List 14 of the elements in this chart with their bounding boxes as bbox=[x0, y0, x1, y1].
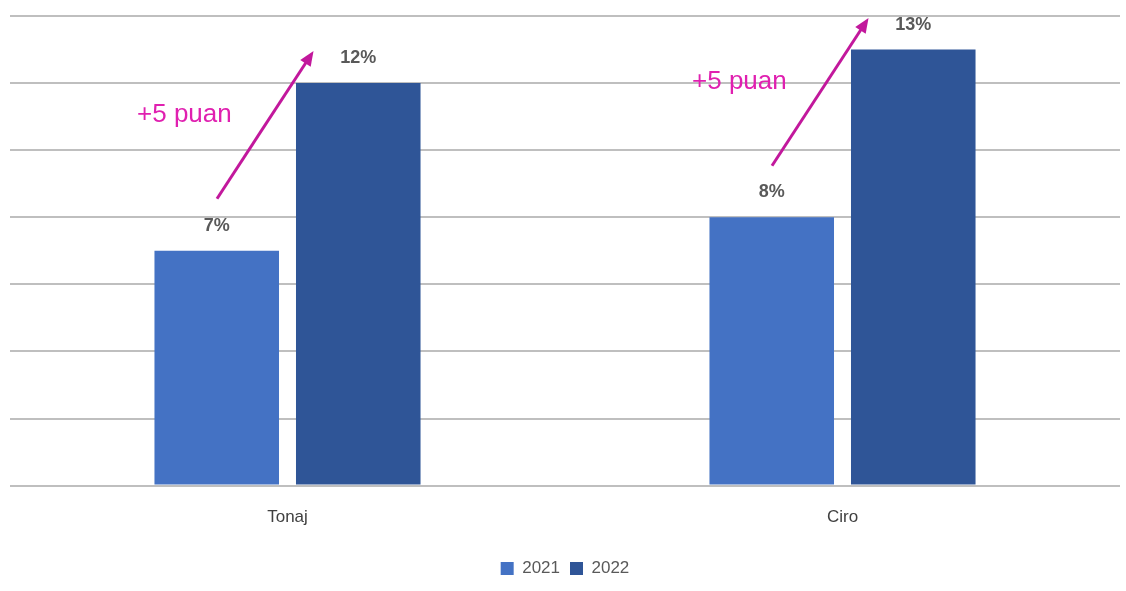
data-label: 12% bbox=[340, 47, 377, 68]
annotation: +5 puan bbox=[137, 98, 232, 129]
bar bbox=[295, 83, 421, 485]
x-tick-label: Tonaj bbox=[267, 507, 308, 527]
legend-label: 2021 bbox=[522, 558, 561, 578]
bar bbox=[850, 49, 976, 485]
bar bbox=[709, 217, 835, 485]
data-label: 13% bbox=[895, 13, 932, 34]
data-label: 7% bbox=[203, 214, 230, 235]
x-tick-label: Ciro bbox=[826, 507, 859, 527]
data-label: 8% bbox=[758, 181, 785, 202]
bar bbox=[154, 250, 280, 485]
annotation: +5 puan bbox=[692, 64, 787, 95]
legend-label: 2022 bbox=[591, 558, 630, 578]
